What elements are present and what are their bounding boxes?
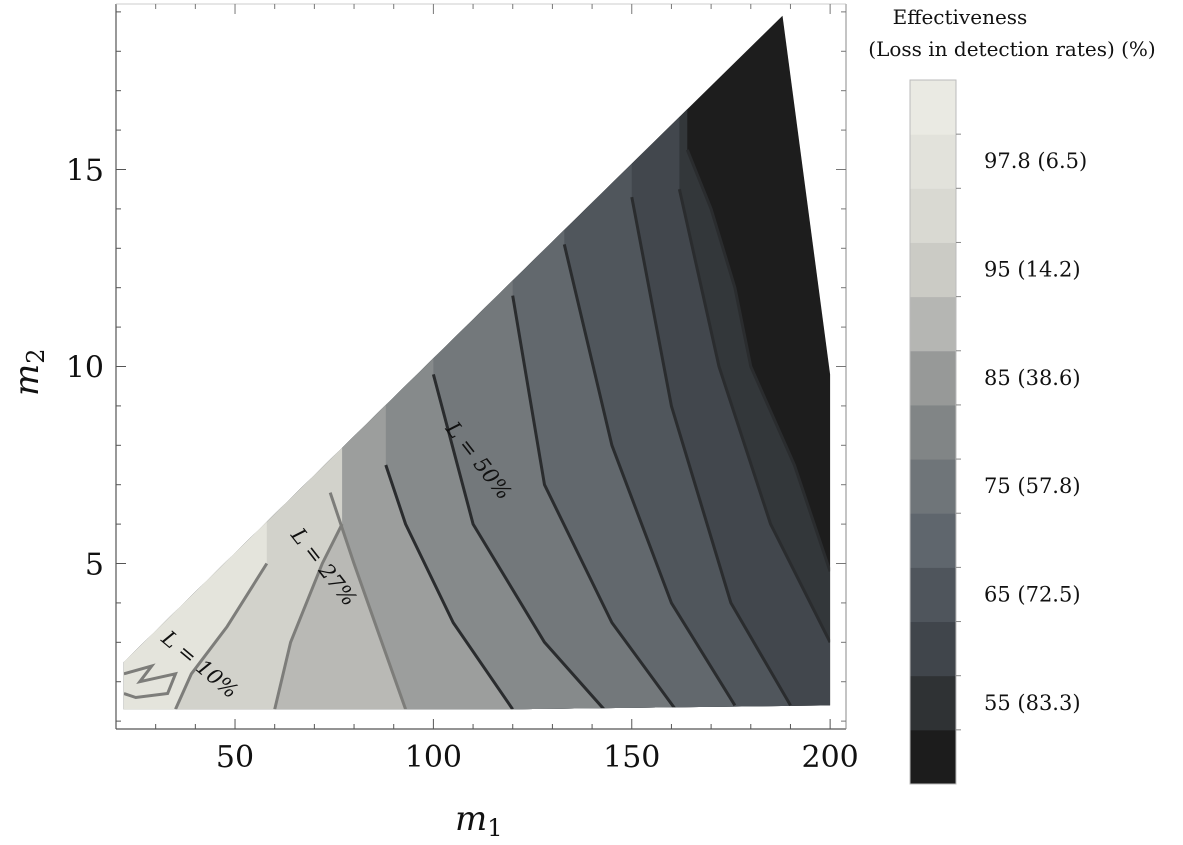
legend-band (910, 513, 956, 568)
x-tick-label: 200 (801, 740, 858, 775)
legend-label: 97.8 (6.5) (984, 149, 1087, 173)
x-tick-label: 100 (405, 740, 462, 775)
legend-title-line2: (Loss in detection rates) (%) (868, 37, 1155, 61)
legend-title-line1: Effectiveness (893, 5, 1028, 29)
legend: Effectiveness (Loss in detection rates) … (868, 5, 1155, 785)
legend-band (910, 567, 956, 622)
legend-band (910, 242, 956, 297)
legend-band (910, 351, 956, 406)
legend-band (910, 297, 956, 352)
legend-label: 85 (38.6) (984, 366, 1081, 390)
y-axis-title: m2 (7, 348, 50, 396)
x-tick-label: 150 (603, 740, 660, 775)
legend-band (910, 459, 956, 514)
legend-band (910, 622, 956, 677)
y-tick-label: 10 (66, 351, 104, 386)
legend-label: 95 (14.2) (984, 258, 1081, 282)
legend-band (910, 730, 956, 785)
x-axis-title: m1 (455, 799, 503, 842)
legend-label: 65 (72.5) (984, 582, 1081, 606)
legend-label: 75 (57.8) (984, 474, 1081, 498)
y-tick-label: 15 (66, 153, 104, 188)
legend-band (910, 405, 956, 460)
legend-band (910, 188, 956, 243)
legend-band (910, 134, 956, 189)
x-tick-label: 50 (216, 740, 254, 775)
legend-band (910, 676, 956, 731)
legend-label: 55 (83.3) (984, 691, 1081, 715)
legend-labels: 97.8 (6.5) 95 (14.2) 85 (38.6) 75 (57.8) 65 … (984, 149, 1087, 715)
legend-color-bar (910, 80, 961, 785)
y-tick-label: 5 (85, 548, 104, 583)
legend-band (910, 80, 956, 135)
